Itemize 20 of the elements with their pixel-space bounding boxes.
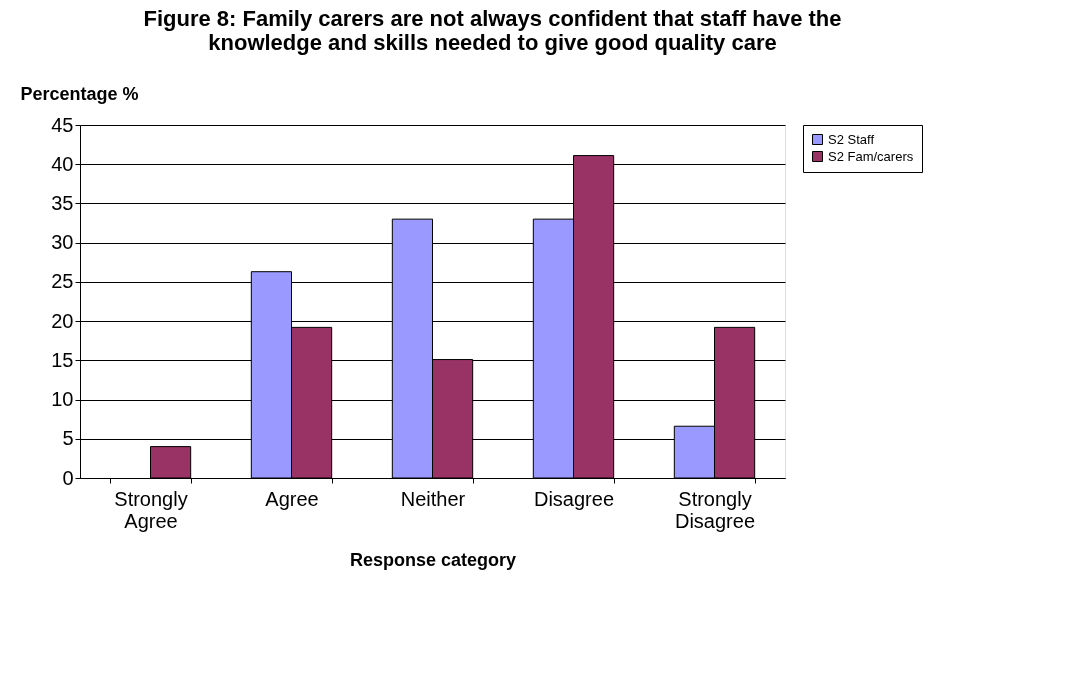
y-tick-label: 40 xyxy=(51,152,74,175)
legend-label: S2 Fam/carers xyxy=(828,148,914,164)
y-tick-label: 45 xyxy=(51,113,74,136)
y-tick-label: 5 xyxy=(62,427,74,450)
y-tick-label: 15 xyxy=(51,348,74,371)
x-tick-label: Agree xyxy=(265,487,319,510)
y-tick-label: 10 xyxy=(51,388,74,411)
x-tick-label: Strongly Agree xyxy=(114,487,188,532)
x-tick-label: Strongly Disagree xyxy=(674,487,756,532)
x-axis-title: Response category xyxy=(349,549,517,570)
y-tick-label: 35 xyxy=(51,191,74,214)
x-tick-label: Neither xyxy=(400,487,466,510)
x-tick-label: Disagree xyxy=(533,487,615,510)
legend-label: S2 Staff xyxy=(828,131,875,147)
y-tick-label: 20 xyxy=(51,309,74,332)
y-axis-title: Percentage % xyxy=(20,83,139,104)
y-tick-label: 0 xyxy=(62,466,74,489)
chart-title: Figure 8: Family carers are not always confident that staff have the knowledge and skills needed to give good quality care xyxy=(143,6,842,55)
y-tick-label: 25 xyxy=(51,270,74,293)
y-tick-label: 30 xyxy=(51,231,74,254)
